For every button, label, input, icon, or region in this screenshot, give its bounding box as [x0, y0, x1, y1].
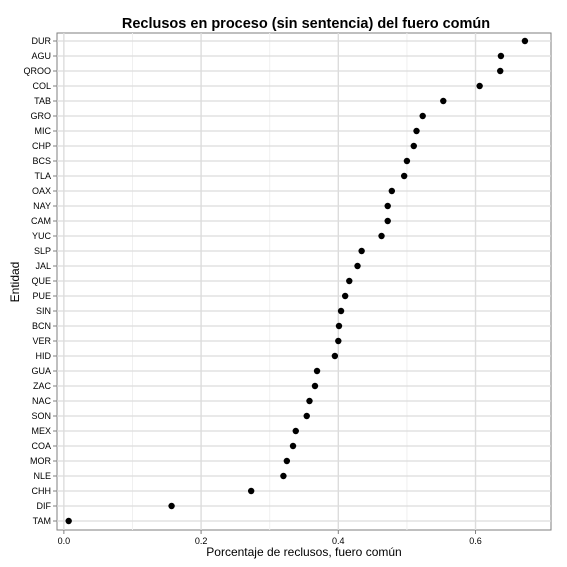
y-tick-label-coa: COA — [31, 441, 51, 451]
y-tick-label-bcs: BCS — [32, 156, 51, 166]
point-tla — [400, 172, 408, 180]
point-gua — [313, 367, 321, 375]
y-tick-label-mor: MOR — [30, 456, 51, 466]
y-tick-label-que: QUE — [31, 276, 51, 286]
point-yuc — [378, 232, 385, 240]
point-jal — [354, 262, 361, 270]
point-agu — [497, 52, 505, 60]
y-tick-label-col: COL — [32, 81, 51, 91]
point-mic — [413, 127, 420, 135]
y-tick-label-oax: OAX — [32, 186, 51, 196]
x-tick-label: 0.4 — [332, 536, 345, 546]
y-tick-label-ver: VER — [32, 336, 51, 346]
major-gridlines — [57, 33, 551, 530]
y-tick-label-tla: TLA — [34, 171, 51, 181]
y-tick-label-tab: TAB — [34, 96, 51, 106]
y-tick-label-qroo: QROO — [23, 66, 51, 76]
x-tick-label: 0.2 — [195, 536, 208, 546]
y-tick-label-jal: JAL — [35, 261, 51, 271]
point-nay — [384, 202, 391, 210]
point-hid — [331, 352, 339, 360]
point-col — [476, 82, 483, 90]
y-tick-label-dur: DUR — [32, 36, 52, 46]
point-zac — [311, 382, 319, 390]
point-tam — [65, 517, 72, 525]
point-qroo — [497, 67, 504, 75]
y-tick-label-son: SON — [31, 411, 51, 421]
data-points — [65, 37, 529, 525]
y-tick-label-yuc: YUC — [32, 231, 52, 241]
y-tick-label-cam: CAM — [31, 216, 51, 226]
point-mor — [283, 457, 291, 465]
chart-title: Reclusos en proceso (sin sentencia) del … — [122, 16, 490, 32]
point-ver — [335, 337, 342, 345]
y-tick-label-bcn: BCN — [32, 321, 51, 331]
y-tick-label-agu: AGU — [31, 51, 51, 61]
y-tick-label-mex: MEX — [31, 426, 51, 436]
point-coa — [289, 442, 297, 450]
y-tick-label-chp: CHP — [32, 141, 51, 151]
point-mex — [292, 427, 299, 435]
y-tick-label-slp: SLP — [34, 246, 51, 256]
x-tick-label: 0.0 — [58, 536, 71, 546]
y-tick-label-gro: GRO — [30, 111, 51, 121]
point-sin — [337, 307, 345, 315]
y-tick-label-zac: ZAC — [33, 381, 52, 391]
y-tick-label-nle: NLE — [33, 471, 51, 481]
point-nac — [306, 397, 313, 405]
point-bcn — [335, 322, 343, 330]
point-gro — [419, 112, 426, 120]
y-tick-label-sin: SIN — [36, 306, 51, 316]
point-chp — [410, 142, 417, 150]
point-chh — [247, 487, 255, 495]
y-tick-label-pue: PUE — [32, 291, 51, 301]
point-dif — [168, 502, 175, 510]
y-tick-label-chh: CHH — [32, 486, 52, 496]
x-axis: 0.0 0.2 0.4 0.6 — [58, 530, 482, 546]
point-tab — [440, 97, 447, 105]
y-tick-label-nac: NAC — [32, 396, 52, 406]
y-tick-label-mic: MIC — [35, 126, 52, 136]
point-oax — [388, 187, 396, 195]
y-axis-label: Entidad — [8, 262, 22, 303]
point-son — [303, 412, 310, 420]
point-pue — [341, 292, 349, 300]
x-axis-label: Porcentaje de reclusos, fuero común — [206, 545, 401, 559]
y-tick-label-hid: HID — [36, 351, 52, 361]
y-tick-label-dif: DIF — [37, 501, 52, 511]
y-tick-label-tam: TAM — [33, 516, 51, 526]
point-que — [346, 277, 353, 285]
point-dur — [521, 37, 529, 45]
point-bcs — [403, 157, 411, 165]
y-tick-label-gua: GUA — [31, 366, 51, 376]
point-slp — [358, 247, 365, 255]
y-axis: DUR AGU QROO COL TAB GRO MIC CHP BCS TLA OAX NAY CAM… — [23, 36, 57, 526]
point-cam — [384, 217, 391, 225]
x-tick-label: 0.6 — [469, 536, 482, 546]
y-tick-label-nay: NAY — [33, 201, 51, 211]
point-nle — [280, 472, 287, 480]
